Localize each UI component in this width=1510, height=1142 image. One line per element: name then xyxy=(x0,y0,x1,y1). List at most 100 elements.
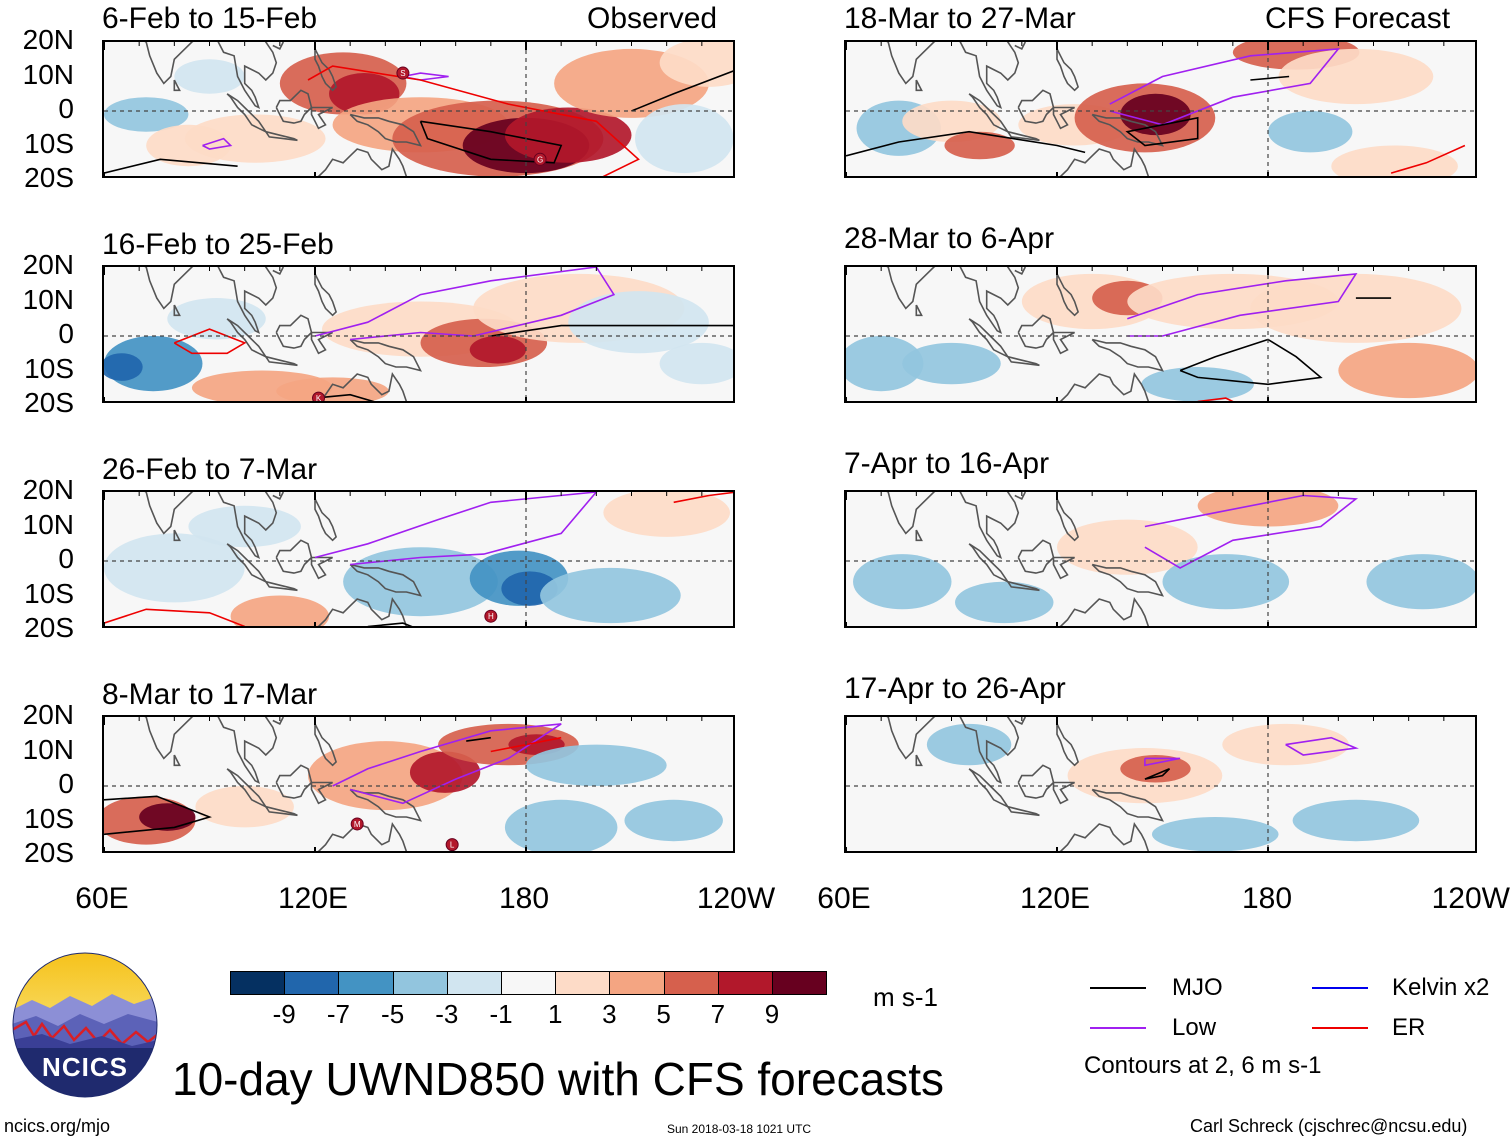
y-tick-label: 20N xyxy=(22,699,74,730)
coastline xyxy=(317,371,408,401)
coastline xyxy=(317,146,408,176)
anomaly-region xyxy=(1292,799,1420,842)
tropical-cyclone-icon: G xyxy=(533,152,547,166)
wave-contour xyxy=(1144,757,1181,767)
coastline xyxy=(886,42,1020,110)
coastline xyxy=(886,492,1020,560)
colorbar-label: -5 xyxy=(381,999,405,1029)
tropical-cyclone-icon: S xyxy=(396,66,410,80)
anomaly-region xyxy=(1278,48,1434,105)
coastline xyxy=(1014,42,1027,50)
panel-title-obs-4: 8-Mar to 17-Mar xyxy=(102,678,318,711)
colorbar-label: -1 xyxy=(489,999,513,1029)
y-tick-label: 20S xyxy=(24,837,74,868)
coastline xyxy=(1007,355,1040,367)
map-panel-forecast-1 xyxy=(844,40,1477,178)
anomaly-region xyxy=(504,799,618,851)
anomaly-region xyxy=(603,492,730,537)
anomaly-map-p00: SG xyxy=(104,42,733,176)
anomaly-region xyxy=(167,298,266,340)
storm-label: K xyxy=(316,394,322,403)
coastline xyxy=(1091,563,1165,597)
x-tick-label: 60E xyxy=(75,882,129,915)
storm-label: M xyxy=(354,820,361,829)
colorbar-swatch xyxy=(772,971,828,995)
y-tick-label: 20S xyxy=(24,162,74,193)
anomaly-region xyxy=(139,803,196,831)
anomaly-region xyxy=(1331,145,1458,176)
coastline xyxy=(144,267,278,335)
x-tick-label: 120E xyxy=(277,882,349,915)
legend-swatch-low xyxy=(1090,1027,1146,1029)
anomaly-region xyxy=(540,567,681,624)
legend-swatch-mjo xyxy=(1090,987,1146,989)
anomaly-region xyxy=(1338,342,1475,399)
coastline xyxy=(886,717,1020,785)
coastline xyxy=(968,543,1011,584)
panel-title-obs-3: 26-Feb to 7-Mar xyxy=(102,453,318,486)
coastline xyxy=(1052,556,1075,580)
x-tick-label: 180 xyxy=(1241,882,1293,915)
coastline xyxy=(1091,338,1165,372)
y-tick-label: 10N xyxy=(22,58,74,90)
coastline xyxy=(144,492,278,560)
wave-contour xyxy=(1197,397,1234,401)
coastline xyxy=(886,267,1020,335)
wave-contour xyxy=(466,736,491,742)
coastline xyxy=(265,580,298,592)
wave-contour xyxy=(1179,338,1323,386)
panel-header-observed: Observed xyxy=(587,2,718,35)
coastline xyxy=(968,318,1011,359)
anomaly-region xyxy=(1141,367,1254,401)
wave-contour xyxy=(1250,75,1290,81)
panel-title-obs-1: 6-Feb to 15-Feb xyxy=(102,2,318,35)
colorbar-swatch xyxy=(555,971,611,995)
wave-contour xyxy=(1285,736,1359,756)
anomaly-region xyxy=(1250,273,1462,343)
legend-swatch-er xyxy=(1312,1027,1368,1029)
coastline xyxy=(1059,371,1150,401)
coastline xyxy=(1059,146,1150,176)
anomaly-region xyxy=(926,723,1012,766)
colorbar-label: -7 xyxy=(326,999,350,1029)
anomaly-region xyxy=(276,377,389,401)
anomaly-region xyxy=(624,799,723,842)
legend-label-mjo: MJO xyxy=(1172,974,1223,1001)
coastline xyxy=(310,556,333,580)
coastline xyxy=(1056,48,1080,92)
anomaly-map-p13 xyxy=(846,717,1475,851)
anomaly-region xyxy=(1120,93,1191,136)
tropical-cyclone-icon: M xyxy=(350,817,364,831)
map-panel-observed-3: H xyxy=(102,490,735,628)
coastline xyxy=(968,768,1011,809)
anomaly-map-p12 xyxy=(846,492,1475,626)
ncics-logo-graphic xyxy=(12,952,158,1098)
anomaly-region xyxy=(1057,519,1198,575)
coastline xyxy=(1056,273,1080,317)
coastline xyxy=(173,304,181,317)
wave-contour xyxy=(104,158,238,174)
map-panel-forecast-4 xyxy=(844,715,1477,853)
tropical-cyclone-icon: K xyxy=(312,391,326,403)
anomaly-region xyxy=(635,104,733,174)
wave-contour xyxy=(104,795,212,836)
anomaly-map-p03: ML xyxy=(104,717,733,851)
coastline xyxy=(1052,781,1075,805)
wave-contour xyxy=(1109,47,1341,126)
coastline xyxy=(310,781,333,805)
y-tick-label: 20N xyxy=(22,24,74,55)
colorbar-label: 7 xyxy=(710,999,726,1029)
anomaly-region xyxy=(104,97,189,132)
anomaly-map-p01: K xyxy=(104,267,733,403)
anomaly-region xyxy=(104,533,245,603)
colorbar-label: -9 xyxy=(272,999,296,1029)
coastline xyxy=(173,79,181,92)
colorbar-units: m s-1 xyxy=(873,982,938,1012)
colorbar-swatch xyxy=(663,971,719,995)
y-tick-label: 0 xyxy=(58,318,74,349)
footer-timestamp: Sun 2018-03-18 1021 UTC xyxy=(667,1122,812,1136)
x-tick-label: 120W xyxy=(1431,882,1510,915)
panel-title-obs-2: 16-Feb to 25-Feb xyxy=(102,228,334,261)
y-tick-label: 20S xyxy=(24,612,74,643)
colorbar-swatch xyxy=(609,971,665,995)
